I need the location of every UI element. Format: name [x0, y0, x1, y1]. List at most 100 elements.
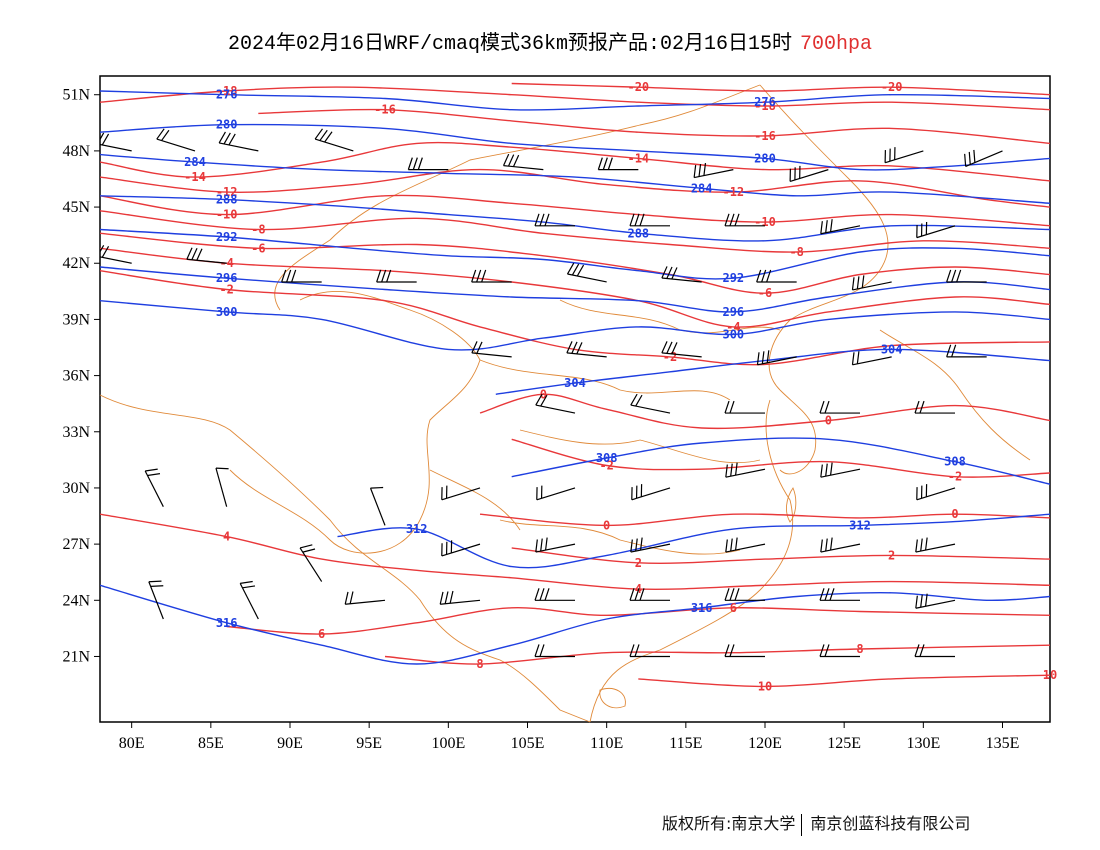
title-text: 2024年02月16日WRF/cmaq模式36km预报产品:02月16日15时 — [227, 33, 793, 56]
geopotential-label: 288 — [627, 226, 649, 240]
temperature-contour--2 — [511, 438, 1050, 478]
temperature-label: 2 — [888, 548, 895, 562]
temperature-label: -2 — [219, 282, 233, 296]
geopotential-contour-292 — [100, 228, 1050, 280]
temperature-label: -14 — [627, 151, 649, 165]
temperature-contour--10 — [100, 194, 1050, 227]
x-tick-label: 110E — [590, 735, 623, 752]
temperature-label: -8 — [251, 223, 265, 237]
geopotential-label: 292 — [722, 271, 744, 285]
wind-barb — [631, 484, 671, 501]
wind-barb — [156, 128, 196, 152]
x-tick-label: 85E — [198, 735, 224, 752]
x-tick-label: 135E — [986, 735, 1020, 752]
geopotential-contour-280 — [100, 123, 1050, 171]
geopotential-label: 296 — [722, 305, 744, 319]
wind-barb — [964, 149, 1003, 168]
coastline — [589, 399, 794, 723]
wind-barb — [376, 269, 417, 283]
wind-barb — [724, 400, 765, 414]
wind-barb — [820, 462, 861, 478]
x-tick-label: 95E — [356, 735, 382, 752]
temperature-label: 0 — [825, 414, 832, 428]
temperature-contour-8 — [384, 644, 1050, 665]
temperature-label: 4 — [223, 530, 230, 544]
wind-barb — [218, 131, 259, 152]
temperature-label: 8 — [476, 657, 483, 671]
y-tick-label: 39N — [62, 311, 90, 328]
wind-barbs — [100, 128, 1003, 658]
temperature-label: -14 — [184, 170, 206, 184]
temperature-contour--4 — [100, 247, 1050, 328]
wind-barb — [629, 213, 670, 227]
wind-barb — [597, 157, 639, 171]
temperature-contour--6 — [100, 232, 1050, 294]
wind-barb — [725, 462, 766, 478]
wind-barb — [819, 644, 860, 658]
wind-barb — [820, 219, 861, 235]
wind-barb — [661, 341, 702, 358]
wind-barb — [441, 540, 481, 557]
temperature-label: -6 — [758, 286, 772, 300]
wind-barb — [439, 590, 481, 605]
geopotential-contour-304 — [495, 348, 1050, 395]
temperature-label: -2 — [663, 350, 677, 364]
temperature-label: -6 — [251, 241, 265, 255]
temperature-label: -2 — [599, 458, 613, 472]
tibet-plateau-outline — [229, 291, 481, 554]
geopotential-label: 304 — [881, 342, 903, 356]
wind-barb — [100, 245, 132, 264]
wind-barb — [914, 644, 955, 658]
wind-barb — [915, 593, 956, 609]
wind-barb — [789, 165, 829, 183]
contour-labels: -20 -20-18-18-16-16-14-14-12 -12-10-10-8-8… — [184, 80, 1057, 693]
taiwan-outline — [786, 487, 797, 523]
wind-barb — [536, 485, 576, 501]
wind-barb — [566, 341, 607, 358]
temperature-label: -12 — [216, 185, 238, 199]
wind-barb — [756, 269, 797, 283]
wind-barb — [215, 467, 229, 507]
temperature-contour-0 — [479, 513, 1050, 527]
geopotential-label: 276 — [216, 88, 238, 102]
wind-barb — [916, 222, 956, 239]
wind-barb — [186, 247, 227, 264]
wind-barb — [299, 544, 323, 582]
geopotential-label: 300 — [722, 327, 744, 341]
temperature-label: -10 — [216, 208, 238, 222]
wind-barb — [693, 162, 734, 179]
temperature-label: -20 — [881, 80, 903, 94]
geopotential-label: 292 — [216, 230, 238, 244]
temperature-label: -20 — [627, 80, 649, 94]
wind-barb — [148, 580, 164, 620]
geopotential-contour-316 — [100, 584, 1050, 665]
wind-barb — [566, 262, 607, 283]
wind-barb — [724, 588, 765, 601]
wind-barb — [819, 588, 860, 601]
y-tick-label: 27N — [62, 536, 90, 553]
temperature-label: -16 — [374, 103, 396, 117]
x-tick-label: 90E — [277, 735, 303, 752]
geopotential-label: 312 — [406, 522, 428, 536]
wind-barb — [502, 153, 544, 171]
pressure-level: 700hpa — [800, 33, 873, 56]
temperature-label: 0 — [603, 518, 610, 532]
wind-barb — [851, 275, 892, 291]
temperature-label: -2 — [948, 470, 962, 484]
wind-barb — [441, 485, 481, 501]
geopotential-label: 300 — [216, 305, 238, 319]
geopotential-label: 316 — [216, 616, 238, 630]
geopotential-contour-276 — [100, 90, 1050, 111]
wind-barb — [819, 400, 860, 414]
geopotential-contour-312 — [337, 513, 1050, 569]
wind-barb — [946, 344, 987, 358]
wind-barb — [534, 588, 575, 601]
wind-barb — [344, 591, 386, 605]
wind-barb — [534, 644, 575, 658]
temperature-label: 6 — [730, 601, 737, 615]
wind-barb — [884, 147, 924, 164]
temperature-contour--16 — [258, 108, 1050, 145]
temperature-contour--8 — [100, 210, 1050, 253]
geopotential-label: 296 — [216, 271, 238, 285]
